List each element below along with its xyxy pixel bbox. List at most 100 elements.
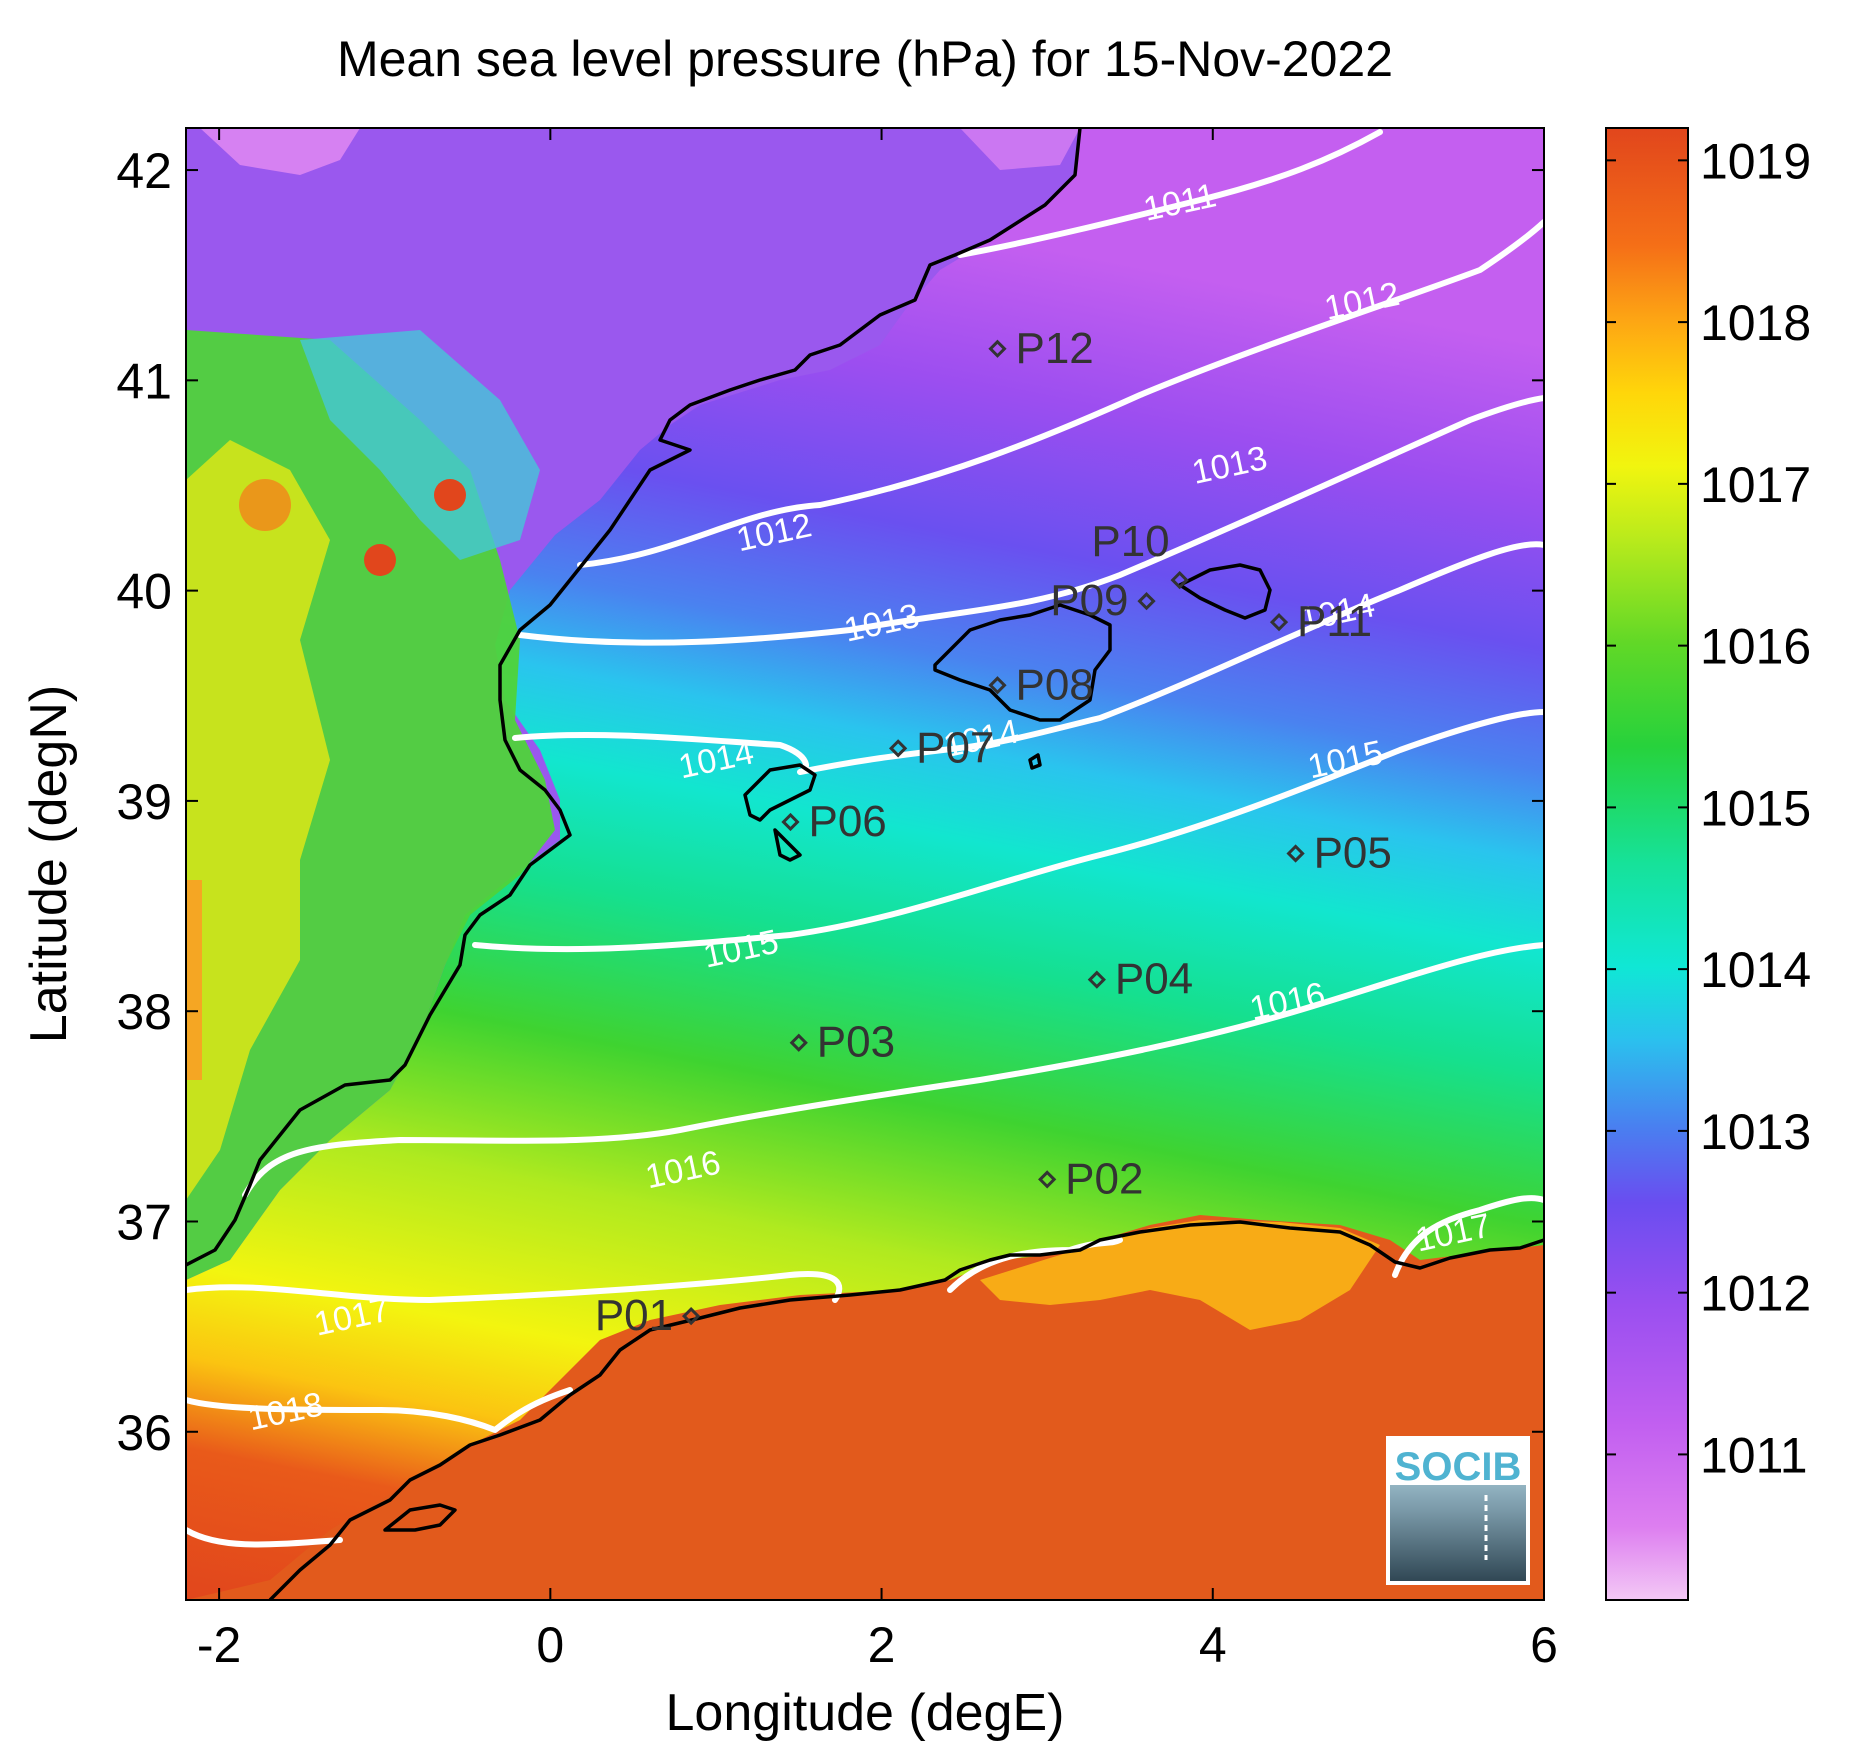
socib-logo: SOCIB	[1386, 1436, 1530, 1585]
pyrenees-field	[960, 128, 1080, 170]
station-label: P09	[1050, 576, 1128, 625]
y-tick-label: 40	[116, 564, 172, 620]
station-p04: P04	[1087, 955, 1193, 1004]
isobar-1017	[186, 1271, 843, 1303]
station-p12: P12	[988, 324, 1094, 373]
isobar-1011	[957, 129, 1383, 258]
y-axis: 36 37 38 39 40 41 42	[116, 143, 1544, 1461]
station-marker	[681, 1306, 701, 1326]
station-label: P02	[1065, 1154, 1143, 1203]
menorca-coastline	[1178, 563, 1272, 620]
isobar-lines	[186, 129, 1544, 1548]
y-axis-label: Latitude (degN)	[20, 685, 78, 1043]
station-markers: P01 P02 P03 P04 P05 P06 P07 P08 P09 P10 P11 P12	[595, 324, 1392, 1340]
alboran-coastline	[383, 1503, 457, 1532]
station-p05: P05	[1286, 828, 1392, 877]
isobar-1012-east	[577, 219, 1544, 568]
station-label: P08	[1015, 660, 1093, 709]
station-label: P01	[595, 1291, 673, 1340]
africa-land-yellow	[980, 1220, 1380, 1330]
station-p10: P10	[1091, 517, 1189, 590]
station-marker	[789, 1033, 808, 1052]
formentera-coastline	[773, 828, 802, 862]
x-tick-label: -2	[197, 1617, 241, 1673]
station-marker	[1087, 970, 1106, 989]
colorbar-tick-label: 1011	[1700, 1427, 1808, 1483]
colorbar-tick-label: 1019	[1700, 133, 1811, 189]
x-tick-label: 6	[1530, 1617, 1558, 1673]
station-p09: P09	[1050, 576, 1156, 625]
colorbar-tick-label: 1015	[1700, 780, 1811, 836]
station-p08: P08	[988, 660, 1094, 709]
station-marker	[1170, 570, 1189, 590]
colorbar-tick-label: 1016	[1700, 619, 1811, 675]
ibiza-coastline	[743, 763, 817, 822]
iberia-high-spot	[434, 479, 466, 511]
station-marker	[781, 812, 800, 832]
station-p06: P06	[781, 797, 887, 846]
station-label: P11	[1297, 597, 1372, 646]
africa-land-field	[186, 1215, 1544, 1600]
station-label: P04	[1115, 955, 1193, 1004]
station-p07: P07	[889, 723, 994, 772]
iberia-high-strip	[186, 880, 202, 1080]
station-marker	[1269, 613, 1289, 632]
y-tick-label: 39	[116, 774, 172, 830]
colorbar	[1605, 127, 1689, 1601]
station-marker	[1137, 592, 1156, 611]
isobar-1015	[472, 709, 1544, 953]
station-label: P12	[1015, 324, 1093, 373]
isobar-1017-se	[1392, 1195, 1544, 1278]
station-label: P05	[1314, 828, 1392, 877]
y-tick-label: 42	[116, 143, 172, 199]
pyrenees-field	[200, 128, 360, 175]
colorbar-tick-label: 1014	[1700, 942, 1811, 998]
station-label: P06	[808, 797, 886, 846]
x-tick-label: 0	[536, 1617, 564, 1673]
chart-title: Mean sea level pressure (hPa) for 15-Nov…	[337, 31, 1393, 87]
iberia-high-spot	[239, 479, 291, 531]
colorbar-tick-label: 1013	[1700, 1104, 1811, 1160]
x-axis: -2 0 2 4 6	[197, 128, 1558, 1673]
iberia-land-field-yellow	[186, 440, 330, 1200]
station-p02: P02	[1038, 1154, 1143, 1203]
colorbar-tick-label: 1018	[1700, 295, 1811, 351]
station-label: P03	[817, 1018, 895, 1067]
isobar-1013	[517, 395, 1544, 646]
map-frame	[185, 127, 1545, 1601]
station-marker	[988, 676, 1007, 695]
station-marker	[889, 739, 908, 758]
x-axis-label: Longitude (degE)	[666, 1684, 1065, 1742]
colorbar-tick-label: 1017	[1700, 457, 1811, 513]
y-tick-label: 38	[116, 984, 172, 1040]
isobar-1018	[186, 1387, 573, 1433]
isobar-1016	[242, 942, 1544, 1198]
station-marker	[988, 339, 1007, 358]
y-tick-label: 41	[116, 353, 172, 409]
station-p03: P03	[789, 1018, 895, 1067]
station-marker	[1286, 844, 1305, 863]
mallorca-coastline	[933, 603, 1112, 722]
coastlines	[186, 128, 1544, 1600]
isobar-1017-east	[947, 1237, 1123, 1293]
isobar-1014	[512, 541, 1544, 775]
x-tick-label: 4	[1199, 1617, 1227, 1673]
station-label: P07	[916, 723, 994, 772]
cabrera-coastline	[1028, 753, 1042, 770]
iberia-coastline	[186, 128, 1082, 1267]
station-marker	[1038, 1170, 1057, 1189]
isobar-1019	[186, 1527, 343, 1548]
iberia-land-field-cyan	[300, 330, 540, 560]
iberia-high-spot	[364, 544, 396, 576]
station-p01: P01	[595, 1291, 701, 1340]
colorbar-ticks: 1011 1012 1013 1014 1015 1016 1017 1018 1019	[1606, 133, 1811, 1483]
y-tick-label: 37	[116, 1194, 172, 1250]
station-p11: P11	[1269, 597, 1372, 646]
africa-coastline	[268, 1220, 1544, 1600]
colorbar-tick-label: 1012	[1700, 1266, 1811, 1322]
socib-logo-text: SOCIB	[1395, 1445, 1522, 1489]
x-tick-label: 2	[868, 1617, 896, 1673]
y-tick-label: 36	[116, 1405, 172, 1461]
